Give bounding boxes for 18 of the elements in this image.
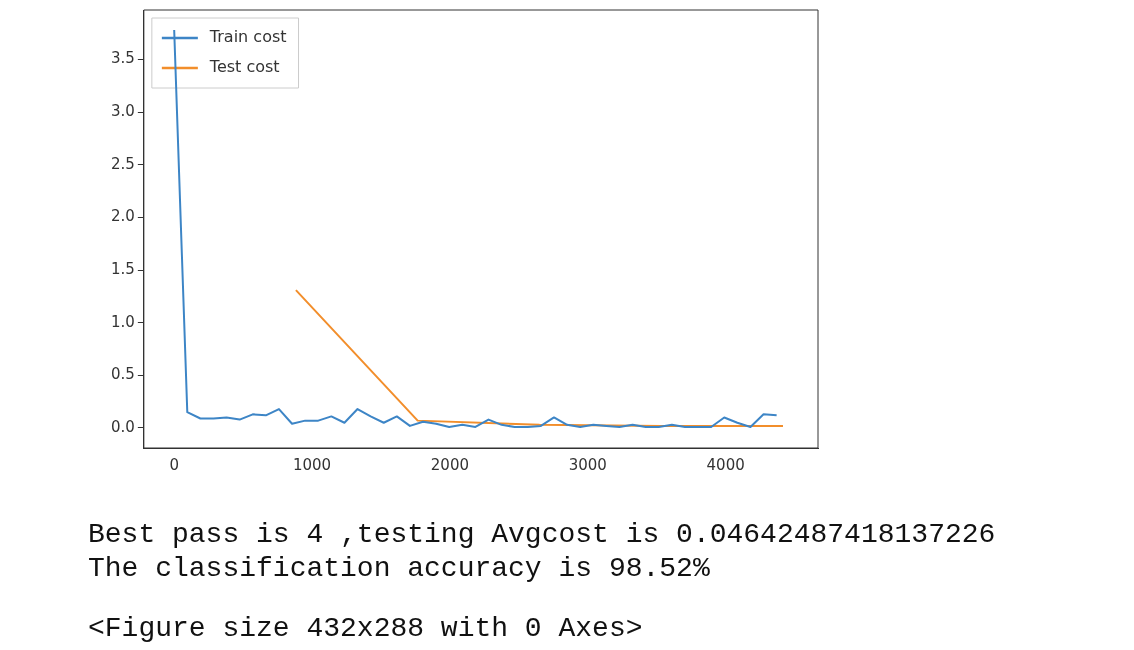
- x-tick-label: 4000: [706, 455, 745, 474]
- legend-label: Train cost: [208, 27, 287, 47]
- y-tick-label: 0.5: [111, 365, 135, 384]
- x-tick-label: 3000: [568, 455, 607, 474]
- y-tick-label: 2.5: [111, 154, 135, 173]
- y-tick-label: 0.0: [111, 417, 135, 436]
- y-tick-label: 1.0: [111, 312, 135, 331]
- y-tick-label: 3.5: [111, 49, 135, 68]
- y-tick-label: 3.0: [111, 102, 135, 121]
- x-tick-label: 0: [169, 455, 179, 474]
- text: <Figure size 432x288 with 0 Axes>: [88, 612, 644, 646]
- text: The classification accuracy is 98.52%: [88, 552, 711, 586]
- x-tick-label: 1000: [292, 455, 332, 474]
- x-tick-label: 2000: [430, 455, 469, 474]
- y-tick-label: 1.5: [111, 259, 135, 278]
- legend-label: Test cost: [208, 57, 280, 77]
- text: Best pass is 4 ,testing Avgcost is 0.04642487418137226: [88, 518, 997, 552]
- y-tick-label: 2.0: [111, 207, 135, 226]
